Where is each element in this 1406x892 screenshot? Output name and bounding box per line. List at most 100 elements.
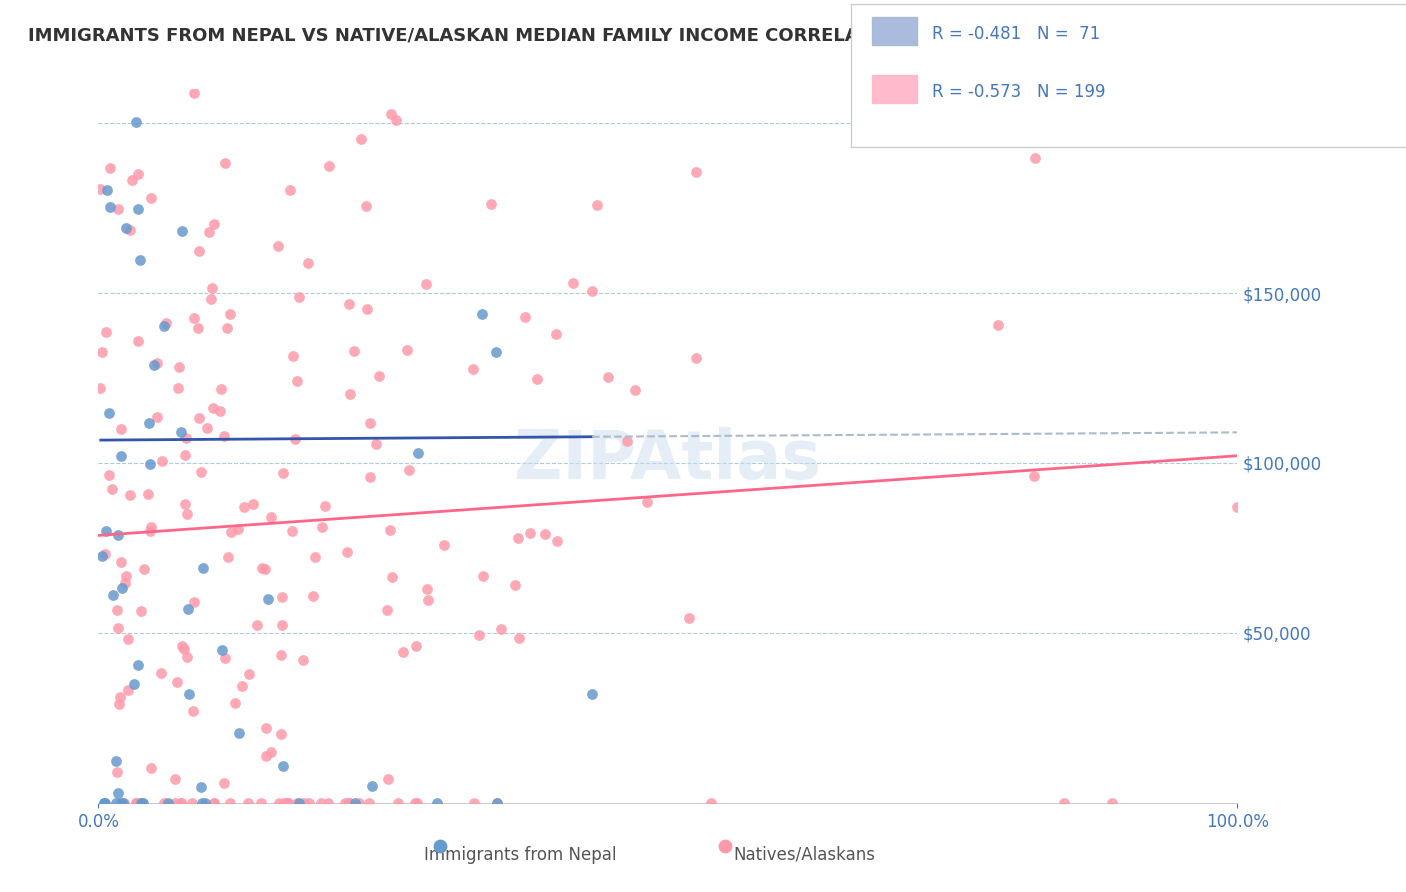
Point <box>292 653 315 667</box>
Point <box>270 726 292 740</box>
Point <box>89 381 111 395</box>
Point <box>112 796 135 810</box>
Point <box>173 641 195 656</box>
Point <box>170 640 193 654</box>
Point <box>298 796 321 810</box>
Point <box>273 796 295 810</box>
Point <box>183 86 205 100</box>
Point <box>104 796 127 810</box>
Point <box>406 445 429 459</box>
Point <box>128 796 150 810</box>
Point <box>224 696 246 710</box>
Point <box>117 682 139 697</box>
Point <box>176 507 198 521</box>
Point <box>231 679 253 693</box>
Point <box>98 161 121 176</box>
Point <box>165 48 187 62</box>
Point <box>125 796 148 810</box>
Point <box>129 796 152 810</box>
Point <box>194 796 217 810</box>
Point <box>1226 500 1249 514</box>
Point <box>1022 469 1045 483</box>
Point <box>217 550 239 565</box>
Point <box>195 421 218 435</box>
Point <box>256 48 278 62</box>
Point <box>174 431 197 445</box>
Point <box>103 589 125 603</box>
Point <box>209 382 232 396</box>
Point <box>271 590 294 604</box>
Point <box>121 173 143 187</box>
Point <box>281 524 304 538</box>
Point <box>97 468 120 483</box>
Point <box>385 112 408 127</box>
Point <box>624 383 647 397</box>
Point <box>166 675 188 690</box>
Point <box>156 796 179 810</box>
Point <box>110 690 132 704</box>
Point <box>350 132 373 146</box>
Point <box>110 555 132 569</box>
Point <box>418 593 440 607</box>
Point <box>486 796 509 810</box>
Point <box>201 280 224 294</box>
Point <box>212 776 235 790</box>
Point <box>110 422 132 436</box>
Point <box>636 495 658 509</box>
Point <box>426 796 449 810</box>
Point <box>508 531 530 545</box>
Point <box>335 796 357 810</box>
Point <box>359 470 381 484</box>
Point <box>526 371 548 385</box>
Point <box>471 306 494 320</box>
Point <box>191 48 214 62</box>
Point <box>153 796 176 810</box>
Point <box>316 796 339 810</box>
Point <box>214 156 236 170</box>
Point <box>89 182 111 196</box>
Point <box>172 48 194 62</box>
Point <box>433 538 456 552</box>
Point <box>309 796 332 810</box>
Point <box>90 796 112 810</box>
Point <box>128 48 150 62</box>
Text: IMMIGRANTS FROM NEPAL VS NATIVE/ALASKAN MEDIAN FAMILY INCOME CORRELATION CHART: IMMIGRANTS FROM NEPAL VS NATIVE/ALASKAN … <box>28 27 980 45</box>
Point <box>181 796 204 810</box>
Point <box>212 429 235 443</box>
Point <box>380 524 402 538</box>
Point <box>254 748 277 763</box>
Point <box>114 220 136 235</box>
Point <box>114 575 136 590</box>
Point <box>339 387 361 401</box>
Point <box>312 48 335 62</box>
Point <box>93 796 115 810</box>
Point <box>508 631 530 645</box>
Point <box>288 796 311 810</box>
Point <box>277 796 299 810</box>
Point <box>150 454 173 468</box>
Point <box>170 224 193 238</box>
Point <box>287 374 309 388</box>
Point <box>125 114 148 128</box>
Point <box>94 326 117 340</box>
Point <box>415 277 437 291</box>
Point <box>292 796 315 810</box>
Point <box>404 796 426 810</box>
Point <box>98 406 121 420</box>
Point <box>233 500 256 514</box>
Point <box>314 500 336 514</box>
Point <box>267 239 290 253</box>
Point <box>141 59 163 73</box>
Point <box>191 796 214 810</box>
Point <box>200 292 222 306</box>
Point <box>257 592 280 607</box>
Point <box>236 796 259 810</box>
Point <box>146 356 169 370</box>
Point <box>174 497 197 511</box>
Point <box>127 167 149 181</box>
Point <box>336 796 359 810</box>
Point <box>110 796 132 810</box>
Point <box>278 183 301 197</box>
Point <box>170 796 193 810</box>
Point <box>107 621 129 635</box>
